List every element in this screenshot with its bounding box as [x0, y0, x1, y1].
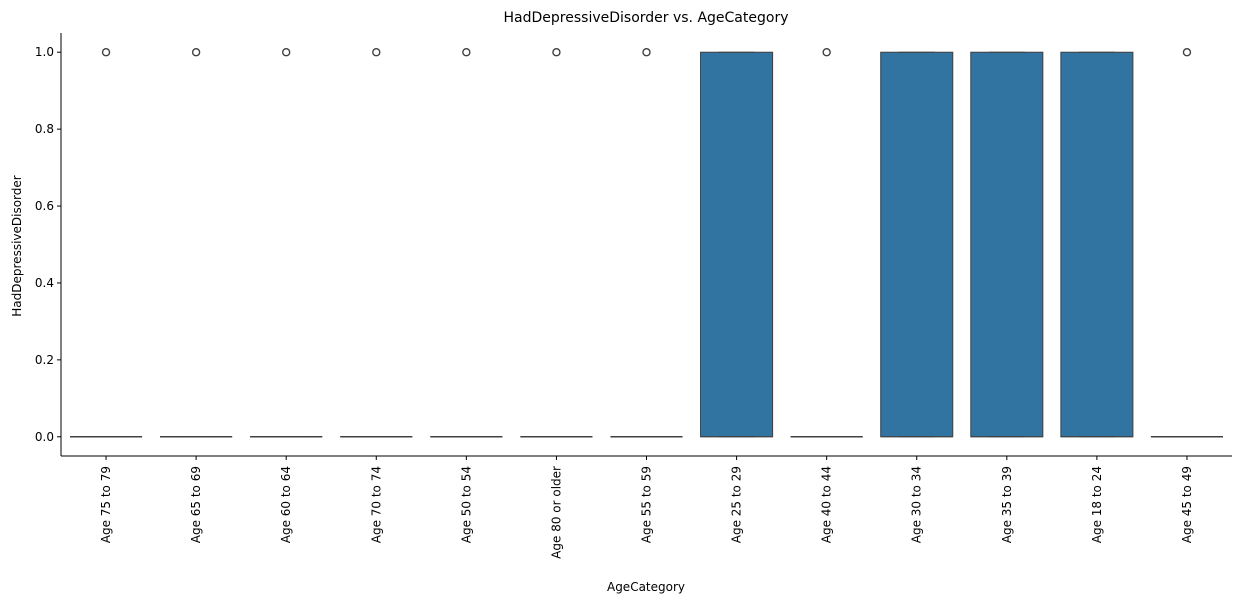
box-group [520, 48, 593, 438]
chart-title: HadDepressiveDisorder vs. AgeCategory [504, 10, 789, 26]
y-axis-label: HadDepressiveDisorder [10, 175, 24, 317]
y-tick-label: 0.0 [35, 430, 54, 444]
outlier-point [1182, 48, 1192, 57]
box [880, 51, 954, 438]
x-axis-label: AgeCategory [607, 580, 685, 594]
box-group [250, 48, 323, 438]
x-axis-ticks: Age 75 to 79 Age 65 to 69 Age 60 to 64 Age … [99, 456, 1194, 559]
outlier-point [101, 48, 111, 57]
outlier-point [462, 48, 471, 57]
outlier-point [281, 48, 291, 57]
outlier-point [191, 48, 201, 57]
y-tick-label: 1.0 [35, 45, 54, 59]
x-tick-label: Age 60 to 64 [279, 466, 293, 543]
box-group [430, 48, 503, 438]
box-group [610, 48, 683, 438]
outlier-point [642, 48, 651, 57]
x-tick-label: Age 18 to 24 [1090, 466, 1104, 543]
y-tick-label: 0.8 [35, 122, 54, 136]
y-axis-ticks: 0.0 0.2 0.4 0.6 0.8 1.0 [35, 45, 61, 444]
box [700, 51, 774, 438]
outlier-point [372, 48, 381, 57]
x-tick-label: Age 30 to 34 [910, 466, 924, 543]
y-tick-label: 0.4 [35, 276, 54, 290]
box-group [970, 51, 1044, 438]
y-tick-label: 0.6 [35, 199, 54, 213]
box-group [340, 48, 413, 438]
x-tick-label: Age 55 to 59 [640, 466, 654, 543]
x-tick-label: Age 50 to 54 [459, 466, 473, 543]
plot-area [70, 48, 1223, 438]
outlier-point [822, 48, 831, 57]
outlier-point [552, 48, 561, 57]
box-group [700, 51, 774, 438]
box-group [1060, 51, 1134, 438]
x-tick-label: Age 70 to 74 [369, 466, 383, 543]
x-tick-label: Age 35 to 39 [1000, 466, 1014, 543]
box-group [880, 51, 954, 438]
x-tick-label: Age 75 to 79 [99, 466, 113, 543]
x-tick-label: Age 80 or older [549, 466, 563, 559]
box [1060, 51, 1134, 438]
box-group [160, 48, 233, 438]
x-tick-label: Age 65 to 69 [189, 466, 203, 543]
x-tick-label: Age 25 to 29 [730, 466, 744, 543]
x-tick-label: Age 40 to 44 [820, 466, 834, 543]
box [970, 51, 1044, 438]
box-group [1150, 48, 1223, 438]
box-group [70, 48, 143, 438]
y-tick-label: 0.2 [35, 353, 54, 367]
box-group [790, 48, 863, 438]
x-tick-label: Age 45 to 49 [1180, 466, 1194, 543]
